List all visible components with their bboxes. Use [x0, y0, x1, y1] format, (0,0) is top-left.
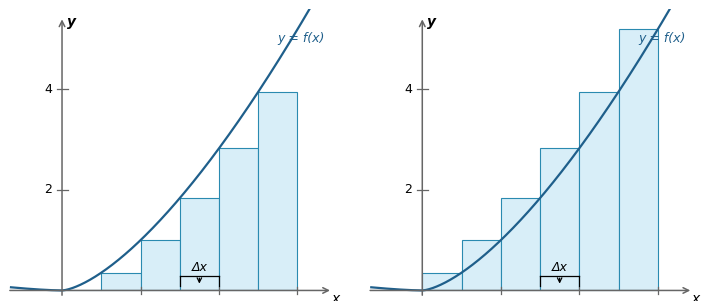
Text: 4: 4 — [44, 83, 52, 96]
Bar — [619, 29, 658, 290]
Text: y = f(x): y = f(x) — [278, 32, 325, 45]
Bar — [501, 198, 540, 290]
Text: 4: 4 — [404, 83, 412, 96]
Bar — [540, 148, 579, 290]
Bar — [180, 198, 219, 290]
Text: y: y — [427, 15, 436, 29]
Bar — [258, 92, 297, 290]
Text: 2: 2 — [44, 183, 52, 197]
Text: x: x — [692, 293, 700, 301]
Bar — [462, 240, 501, 290]
Bar — [140, 240, 180, 290]
Bar — [422, 273, 462, 290]
Text: y = f(x): y = f(x) — [638, 32, 685, 45]
Bar — [579, 92, 619, 290]
Bar — [219, 148, 258, 290]
Bar — [101, 273, 140, 290]
Text: 2: 2 — [404, 183, 412, 197]
Text: Δx: Δx — [191, 261, 207, 274]
Text: Δx: Δx — [552, 261, 568, 274]
Text: y: y — [67, 15, 76, 29]
Text: x: x — [331, 293, 340, 301]
